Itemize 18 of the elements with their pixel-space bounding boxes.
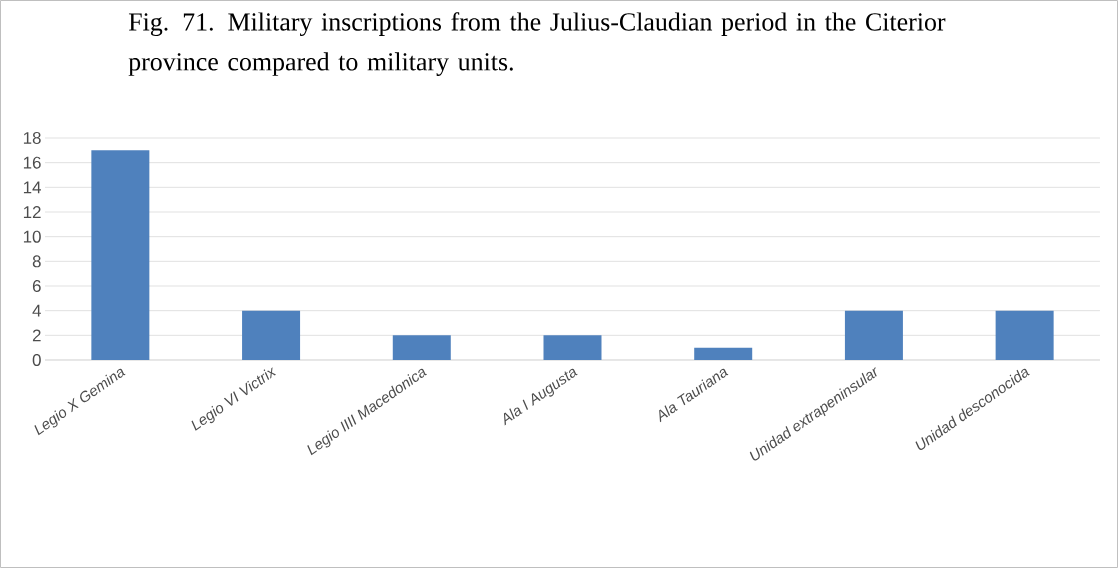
bar	[844, 310, 903, 360]
y-tick-label: 0	[32, 354, 41, 366]
y-tick-label: 4	[32, 304, 41, 317]
bar	[694, 347, 753, 360]
bar	[543, 335, 602, 360]
y-tick-label: 14	[23, 181, 41, 194]
bar	[995, 310, 1054, 360]
bar	[242, 310, 301, 360]
chart-title: Fig. 71. Military inscriptions from the Julius-Claudian period in the Citerior province compared to military units.	[128, 12, 946, 76]
y-tick-label: 10	[23, 230, 41, 243]
bar	[392, 335, 451, 360]
y-tick-label: 18	[23, 132, 41, 144]
y-tick-label: 12	[23, 206, 41, 218]
y-tick-label: 6	[32, 280, 41, 292]
y-tick-label: 2	[32, 329, 41, 342]
y-tick-label: 16	[23, 156, 41, 169]
y-tick-label: 8	[32, 255, 41, 268]
bar	[91, 150, 150, 360]
